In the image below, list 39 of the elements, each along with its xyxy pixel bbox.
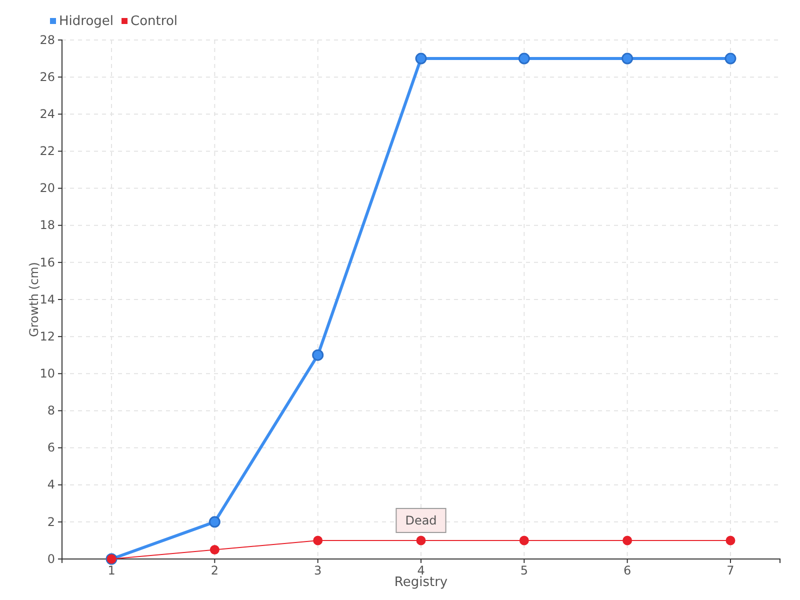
y-tick-label: 16 — [40, 255, 55, 270]
y-tick-label: 22 — [40, 144, 55, 158]
point — [726, 536, 736, 546]
y-axis-title: Growth (cm) — [27, 262, 41, 337]
annotation: Dead — [405, 513, 437, 528]
x-tick-label: 5 — [520, 564, 528, 578]
y-tick-label: 28 — [40, 32, 55, 47]
point — [415, 52, 427, 64]
y-tick-label: 10 — [40, 366, 55, 380]
point — [519, 536, 529, 546]
y-tick-label: 6 — [47, 440, 55, 455]
x-tick-label: 4 — [417, 564, 425, 578]
y-tick-label: 8 — [47, 404, 55, 418]
point — [313, 536, 323, 546]
point — [622, 52, 634, 64]
legend-label: Hidrogel — [59, 14, 114, 29]
x-axis-title: Registry — [394, 575, 448, 590]
y-tick-label: 0 — [47, 552, 55, 566]
legend-label: Control — [130, 14, 178, 29]
point — [518, 52, 530, 64]
x-tick-label: 2 — [210, 564, 218, 578]
x-tick-label: 7 — [726, 564, 734, 578]
y-tick-label: 26 — [40, 70, 55, 84]
y-tick-label: 12 — [40, 329, 55, 344]
point — [312, 349, 324, 361]
x-tick-label: 1 — [108, 564, 116, 578]
x-tick-label: 3 — [314, 564, 322, 578]
y-tick-label: 14 — [40, 292, 55, 306]
y-tick-label: 24 — [40, 106, 55, 121]
y-tick-label: 2 — [47, 514, 55, 529]
y-tick-label: 20 — [40, 181, 55, 196]
point — [416, 536, 426, 546]
point — [210, 544, 220, 554]
y-tick-label: 18 — [40, 218, 55, 232]
point — [622, 536, 632, 546]
x-tick-label: 6 — [624, 564, 632, 578]
y-tick-label: 4 — [47, 478, 55, 492]
point — [724, 52, 736, 64]
point — [208, 516, 220, 528]
